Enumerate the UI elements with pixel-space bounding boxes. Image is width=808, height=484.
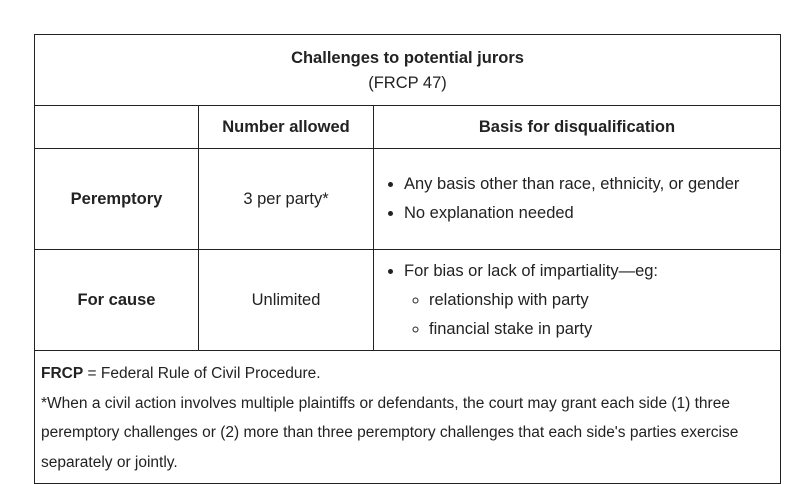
- table-title: Challenges to potential jurors: [291, 49, 524, 67]
- table-row-for-cause: For cause Unlimited For bias or lack of …: [34, 249, 782, 351]
- row-basis-for-cause: For bias or lack of impartiality—eg: rel…: [372, 249, 782, 351]
- list-item: No explanation needed: [404, 199, 780, 228]
- footnote: *When a civil action involves multiple p…: [41, 394, 739, 471]
- basis-list: Any basis other than race, ethnicity, or…: [374, 170, 780, 228]
- row-basis-peremptory: Any basis other than race, ethnicity, or…: [372, 148, 782, 250]
- table-subtitle: (FRCP 47): [368, 74, 447, 92]
- header-basis: Basis for disqualification: [372, 105, 782, 149]
- row-count-for-cause: Unlimited: [198, 249, 374, 351]
- abbreviation-note: FRCP = Federal Rule of Civil Procedure.: [41, 359, 774, 389]
- sub-list-item: relationship with party: [429, 286, 780, 315]
- header-number-allowed: Number allowed: [198, 105, 374, 149]
- list-item: Any basis other than race, ethnicity, or…: [404, 170, 780, 199]
- abbreviation-definition: = Federal Rule of Civil Procedure.: [83, 365, 321, 382]
- notes-cell: FRCP = Federal Rule of Civil Procedure. …: [33, 350, 782, 484]
- row-count-peremptory: 3 per party*: [198, 148, 374, 250]
- row-label-for-cause: For cause: [34, 249, 199, 351]
- basis-list: For bias or lack of impartiality—eg: rel…: [374, 257, 780, 344]
- table-row-peremptory: Peremptory 3 per party* Any basis other …: [34, 148, 782, 250]
- header-row: Number allowed Basis for disqualificatio…: [34, 105, 782, 149]
- notes-row: FRCP = Federal Rule of Civil Procedure. …: [33, 350, 782, 484]
- basis-main-text: For bias or lack of impartiality—eg:: [404, 261, 659, 280]
- table-title-cell: Challenges to potential jurors (FRCP 47): [33, 34, 782, 106]
- header-blank: [34, 105, 199, 149]
- abbreviation: FRCP: [41, 365, 84, 382]
- sub-list-item: financial stake in party: [429, 315, 780, 344]
- list-item: For bias or lack of impartiality—eg: rel…: [404, 257, 780, 344]
- sub-list: relationship with party financial stake …: [404, 286, 780, 344]
- jurors-challenge-table: Challenges to potential jurors (FRCP 47)…: [33, 34, 782, 484]
- row-label-peremptory: Peremptory: [34, 148, 199, 250]
